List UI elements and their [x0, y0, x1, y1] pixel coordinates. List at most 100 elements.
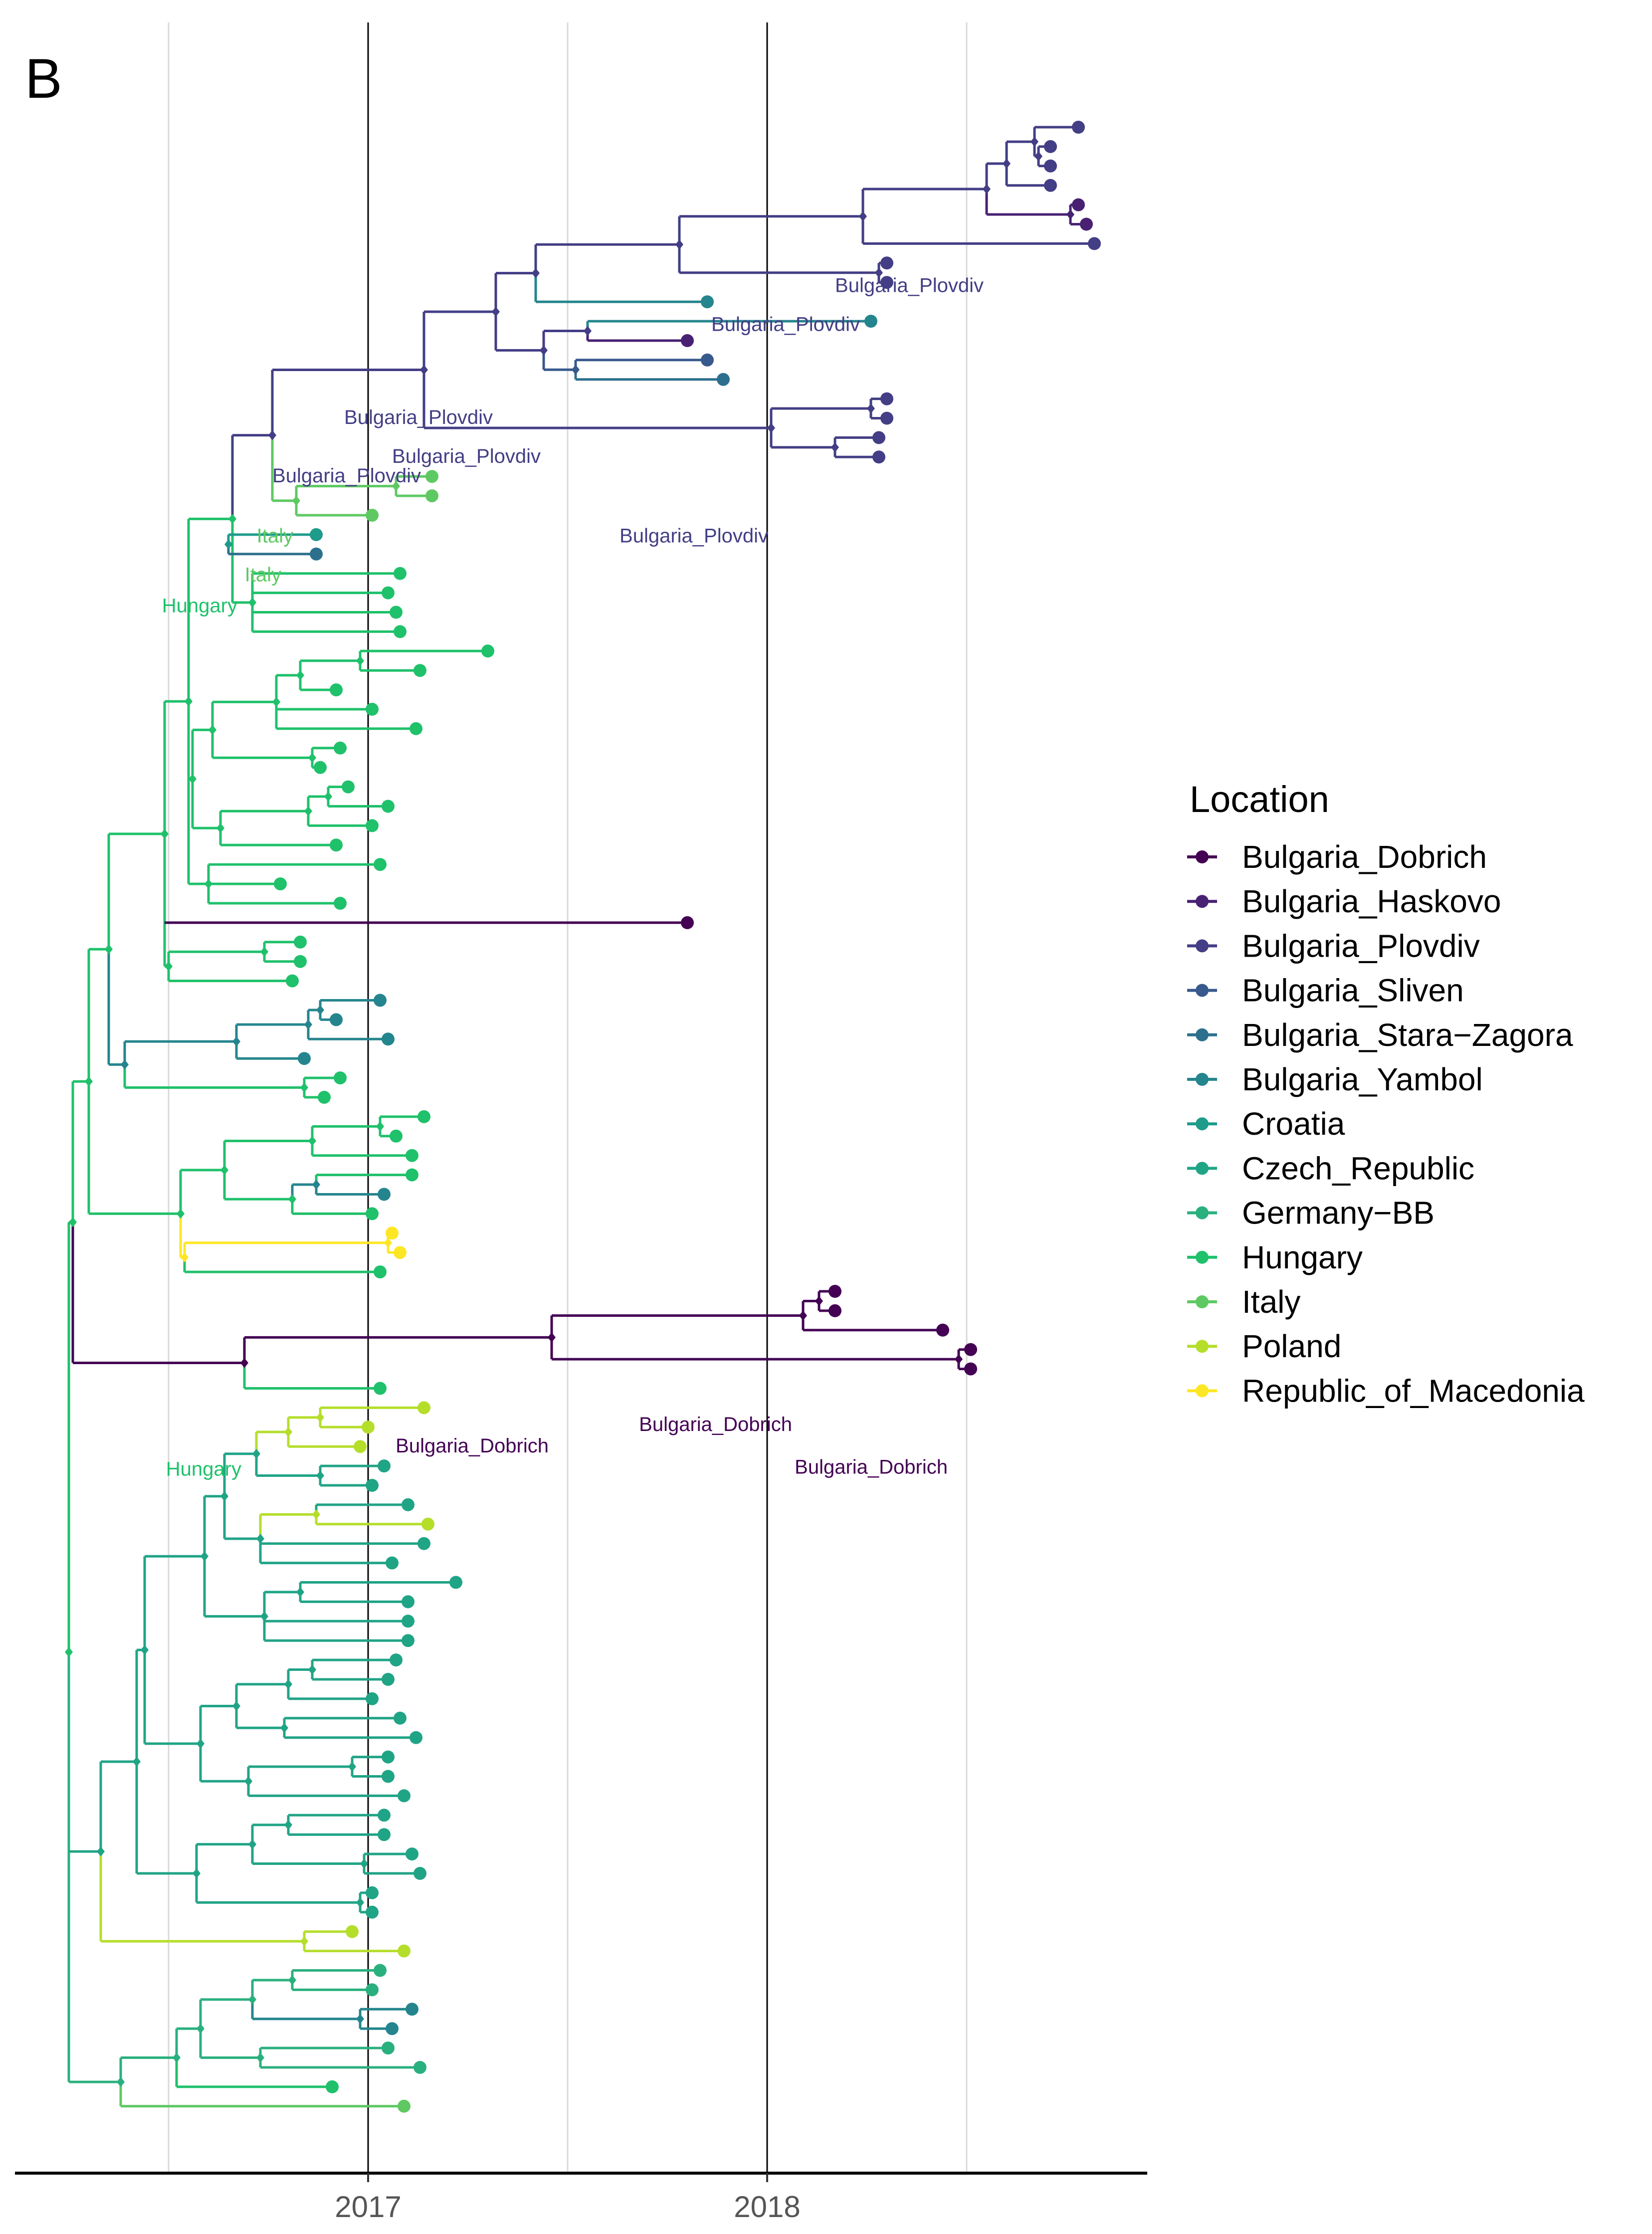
tip-point [410, 722, 422, 735]
tip-point [366, 1905, 379, 1919]
tip-point [394, 625, 407, 638]
tip-point [1088, 237, 1101, 250]
internal-node-marker [224, 539, 232, 550]
tip-point [374, 994, 387, 1007]
node-location-label: Bulgaria_Plovdiv [344, 406, 493, 428]
internal-node-marker [675, 239, 683, 250]
internal-node-marker [208, 725, 216, 735]
tip-point [330, 683, 343, 697]
legend-entry-label: Bulgaria_Dobrich [1242, 839, 1487, 875]
tip-point [382, 1032, 395, 1046]
internal-node-marker [272, 697, 280, 707]
internal-node-marker [252, 1448, 260, 1459]
tip-point [374, 1265, 387, 1279]
internal-node-marker [232, 1701, 240, 1711]
node-location-label: Bulgaria_Plovdiv [835, 275, 984, 297]
internal-node-marker [492, 307, 500, 317]
node-location-label: Bulgaria_Plovdiv [392, 445, 541, 467]
tip-point [294, 935, 307, 949]
tip-point [413, 2061, 426, 2074]
internal-node-marker [867, 404, 875, 414]
x-axis: 2017 2018 [15, 2172, 1147, 2224]
legend-key-point [1196, 1073, 1209, 1086]
internal-node-marker [308, 753, 316, 763]
internal-node-marker [540, 345, 548, 356]
internal-node-marker [548, 1332, 556, 1343]
tip-point [880, 276, 893, 289]
tip-point [398, 1944, 411, 1958]
internal-node-marker [121, 1059, 129, 1070]
internal-node-marker [384, 1237, 392, 1248]
tip-point [366, 703, 379, 716]
internal-node-marker [232, 1036, 240, 1047]
tip-point [326, 2080, 339, 2093]
legend-key-point [1196, 939, 1209, 953]
tip-point [362, 1421, 375, 1434]
tip-point [330, 1013, 343, 1026]
tip-point [378, 1188, 391, 1201]
internal-node-marker [360, 1858, 368, 1869]
tip-point [374, 1964, 387, 1977]
tip-point [366, 819, 379, 832]
tip-point [394, 1246, 407, 1259]
internal-node-marker [300, 1082, 308, 1093]
gridlines [168, 22, 968, 2173]
legend-key-point [1196, 984, 1209, 997]
internal-node-marker [815, 1296, 823, 1306]
internal-node-marker [248, 1994, 256, 2005]
internal-node-marker [1034, 151, 1042, 162]
tip-point [354, 1440, 367, 1453]
internal-node-marker [392, 481, 400, 491]
tip-point [298, 1052, 311, 1065]
internal-node-marker [304, 806, 312, 816]
internal-node-marker [356, 1897, 364, 1908]
internal-node-marker [875, 267, 883, 278]
tip-point [1044, 140, 1057, 153]
tip-point [1072, 198, 1085, 211]
internal-node-marker [288, 1975, 296, 1985]
internal-node-marker [268, 430, 276, 440]
node-location-label: Bulgaria_Plovdiv [620, 525, 768, 547]
internal-node-marker [859, 211, 867, 221]
internal-node-marker [197, 2024, 205, 2034]
tip-point [1080, 217, 1093, 231]
tip-point [872, 431, 885, 444]
internal-node-marker [244, 1776, 252, 1787]
internal-node-marker [205, 879, 212, 889]
tip-point [1044, 179, 1057, 192]
legend-entry-label: Hungary [1242, 1239, 1363, 1275]
internal-node-marker [228, 514, 236, 524]
tip-point [413, 664, 426, 677]
legend-entry-label: Bulgaria_Stara−Zagora [1242, 1017, 1573, 1053]
internal-node-marker [197, 1738, 205, 1749]
tip-point [330, 838, 343, 852]
internal-node-marker [356, 2014, 364, 2024]
legend-key-point [1196, 1117, 1209, 1131]
legend-key-point [1196, 1250, 1209, 1264]
legend-entry-label: Germany−BB [1242, 1195, 1435, 1231]
tip-point [314, 761, 327, 774]
tip-point [1044, 159, 1057, 173]
tip-point [390, 1129, 403, 1143]
tip-point [681, 916, 694, 929]
node-location-label: Hungary [166, 1458, 241, 1480]
tip-point [406, 2003, 418, 2016]
internal-node-marker [181, 1252, 189, 1262]
node-location-label: Bulgaria_Dobrich [639, 1414, 792, 1435]
tip-point [286, 974, 299, 988]
internal-node-marker [284, 1427, 292, 1437]
legend-entry-label: Bulgaria_Sliven [1242, 973, 1464, 1009]
tip-point [880, 256, 893, 270]
internal-node-marker [312, 1180, 320, 1190]
tip-point [386, 2022, 399, 2035]
legend-title: Location [1190, 779, 1329, 820]
tip-point [872, 450, 885, 464]
legend: Location Bulgaria_Dobrich Bulgaria_Haskov… [1187, 779, 1585, 1409]
internal-node-marker [584, 326, 592, 336]
tip-point [828, 1304, 841, 1317]
internal-node-marker [316, 1412, 324, 1422]
tip-point [382, 1770, 395, 1783]
tip-point [481, 644, 494, 658]
tip-point [394, 1711, 407, 1725]
tip-point [398, 1789, 411, 1803]
